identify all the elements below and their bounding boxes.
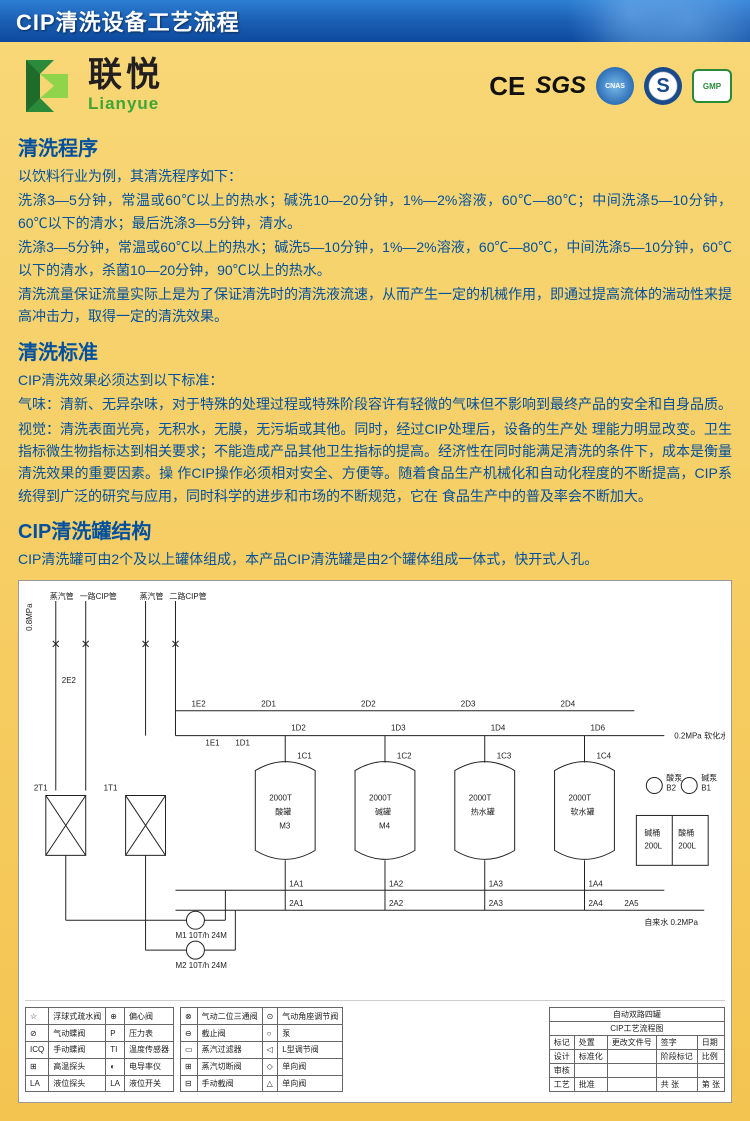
svg-text:碱桶: 碱桶 [644,828,660,838]
svg-text:2D4: 2D4 [561,700,576,709]
cert-ce-icon: CE [489,71,525,102]
cert-row: CE SGS CNAS S GMP [489,67,732,105]
tank-1: 2000T 酸罐 M3 1C1 [255,736,315,860]
svg-text:蒸汽管: 蒸汽管 [50,591,74,601]
svg-text:2D2: 2D2 [361,700,376,709]
svg-text:200L: 200L [644,842,662,851]
svg-text:1D6: 1D6 [590,724,605,733]
logo-block: 联悦 Lianyue [18,54,164,118]
svg-text:碱泵: 碱泵 [701,774,717,783]
svg-text:2000T: 2000T [469,794,492,803]
pfd-svg: 0.8MPa 蒸汽管 一路CIP管 蒸汽管 二路CIP管 2E2 2T1 [25,591,725,1001]
pressure-left-label: 0.8MPa [25,603,34,631]
dosing-pumps: 酸泵B2 碱泵B1 [646,773,717,794]
svg-text:2000T: 2000T [269,794,292,803]
legend-left: ☆浮球式疏水阀⊕偏心阀 ⊘气动蝶阀P压力表 ICQ手动蝶阀TI温度传感器 ⊞高温… [25,1007,174,1092]
svg-text:2D1: 2D1 [261,700,276,709]
section-2-p3: 视觉：清洗表面光亮，无积水，无膜，无污垢或其他。同时，经过CIP处理后，设备的生… [18,418,732,508]
svg-text:1E2: 1E2 [191,700,206,709]
svg-text:B1: B1 [701,784,711,793]
cert-s-icon: S [644,67,682,105]
legend-mid: ⊗气动二位三通阀⊙气动角座调节阀 ⊖截止阀○泵 ▭蒸汽过滤器◁L型调节阀 ⊞蒸汽… [180,1007,343,1092]
svg-text:酸桶: 酸桶 [678,828,694,838]
svg-text:1T1: 1T1 [104,784,118,793]
section-2-p1: CIP清洗效果必须达到以下标准： [18,369,732,391]
section-3-title: CIP清洗罐结构 [18,515,732,544]
logo-icon [18,54,82,118]
logo-text: 联悦 Lianyue [88,58,164,114]
section-1-title: 清洗程序 [18,132,732,161]
svg-text:蒸汽管: 蒸汽管 [140,591,164,601]
svg-text:自来水 0.2MPa: 自来水 0.2MPa [644,918,698,928]
svg-text:二路CIP管: 二路CIP管 [170,591,207,601]
svg-text:2000T: 2000T [369,794,392,803]
top-row: 联悦 Lianyue CE SGS CNAS S GMP [18,54,732,118]
svg-text:1A3: 1A3 [489,880,504,889]
svg-text:软化水: 软化水 [704,731,725,741]
svg-text:M2 10T/h 24M: M2 10T/h 24M [175,962,226,971]
svg-text:1D2: 1D2 [291,724,306,733]
svg-text:热水罐: 热水罐 [471,807,495,817]
heat-exchanger-2: 1T1 [104,784,166,856]
svg-text:1D3: 1D3 [391,724,406,733]
tank-4: 2000T 软水罐 1C4 [555,736,615,860]
svg-text:M4: M4 [379,822,391,831]
svg-text:1D4: 1D4 [491,724,506,733]
section-1-p3: 洗涤3—5分钟，常温或60℃以上的热水；碱洗5—10分钟，1%—2%溶液，60℃… [18,236,732,281]
cert-sgs-icon: SGS [535,72,586,100]
svg-text:2A5: 2A5 [624,900,639,909]
svg-text:1C1: 1C1 [297,752,312,761]
svg-text:0.2MPa: 0.2MPa [674,732,702,741]
svg-text:200L: 200L [678,842,696,851]
svg-text:1C3: 1C3 [497,752,512,761]
svg-text:M3: M3 [279,822,291,831]
title-block: 自动双路四罐 CIP工艺流程图 标记处置更改文件号签字日期 设计标准化阶段标记比… [549,1007,725,1092]
page-title: CIP清洗设备工艺流程 [16,5,240,37]
svg-text:2E2: 2E2 [62,676,77,685]
section-1-p4: 清洗流量保证流量实际上是为了保证清洗时的清洗液流速，从而产生一定的机械作用，即通… [18,283,732,328]
svg-text:1C4: 1C4 [596,752,611,761]
cert-cnas-icon: CNAS [596,67,634,105]
svg-text:1D1: 1D1 [235,739,250,748]
header-band: CIP清洗设备工艺流程 [0,0,750,42]
svg-text:一路CIP管: 一路CIP管 [80,591,117,601]
svg-text:1A4: 1A4 [588,880,603,889]
section-1-p1: 以饮料行业为例，其清洗程序如下： [18,165,732,187]
svg-text:酸泵: 酸泵 [666,773,682,783]
dosing-tanks: 碱桶 200L 酸桶 200L [636,816,708,866]
svg-text:2D3: 2D3 [461,700,476,709]
section-2-p2: 气味：清新、无异杂味，对于特殊的处理过程或特殊阶段容许有轻微的气味但不影响到最终… [18,393,732,415]
legend-row: ☆浮球式疏水阀⊕偏心阀 ⊘气动蝶阀P压力表 ICQ手动蝶阀TI温度传感器 ⊞高温… [25,1007,725,1092]
cert-gmp-icon: GMP [692,69,732,103]
svg-text:软水罐: 软水罐 [571,807,595,817]
header-pipes: 蒸汽管 一路CIP管 蒸汽管 二路CIP管 2E2 [50,591,207,791]
section-2-title: 清洗标准 [18,336,732,365]
section-1-p2: 洗涤3—5分钟，常温或60℃以上的热水；碱洗10—20分钟，1%—2%溶液，60… [18,189,732,234]
heat-exchanger-1: 2T1 [34,784,86,856]
svg-text:2A2: 2A2 [389,900,404,909]
svg-text:2A3: 2A3 [489,900,504,909]
svg-text:酸罐: 酸罐 [275,807,291,817]
tank-3: 2000T 热水罐 1C3 [455,736,515,860]
svg-text:1E1: 1E1 [205,739,220,748]
svg-text:2A1: 2A1 [289,900,304,909]
svg-text:2A4: 2A4 [588,900,603,909]
svg-text:2000T: 2000T [569,794,592,803]
svg-text:2T1: 2T1 [34,784,48,793]
svg-text:M1 10T/h 24M: M1 10T/h 24M [175,932,226,941]
svg-text:1A1: 1A1 [289,880,304,889]
pump-1: M1 10T/h 24M [175,912,226,941]
svg-text:碱罐: 碱罐 [375,807,391,817]
logo-cn: 联悦 [88,58,164,92]
logo-en: Lianyue [88,94,164,114]
section-3-p1: CIP清洗罐可由2个及以上罐体组成，本产品CIP清洗罐是由2个罐体组成一体式，快… [18,548,732,570]
pump-2: M2 10T/h 24M [175,942,226,971]
svg-text:1A2: 1A2 [389,880,404,889]
svg-text:1C2: 1C2 [397,752,412,761]
page-body: 联悦 Lianyue CE SGS CNAS S GMP 清洗程序 以饮料行业为… [0,42,750,1121]
tank-2: 2000T 碱罐 M4 1C2 [355,736,415,860]
pfd-diagram: 0.8MPa 蒸汽管 一路CIP管 蒸汽管 二路CIP管 2E2 2T1 [18,580,732,1103]
svg-text:B2: B2 [666,784,676,793]
